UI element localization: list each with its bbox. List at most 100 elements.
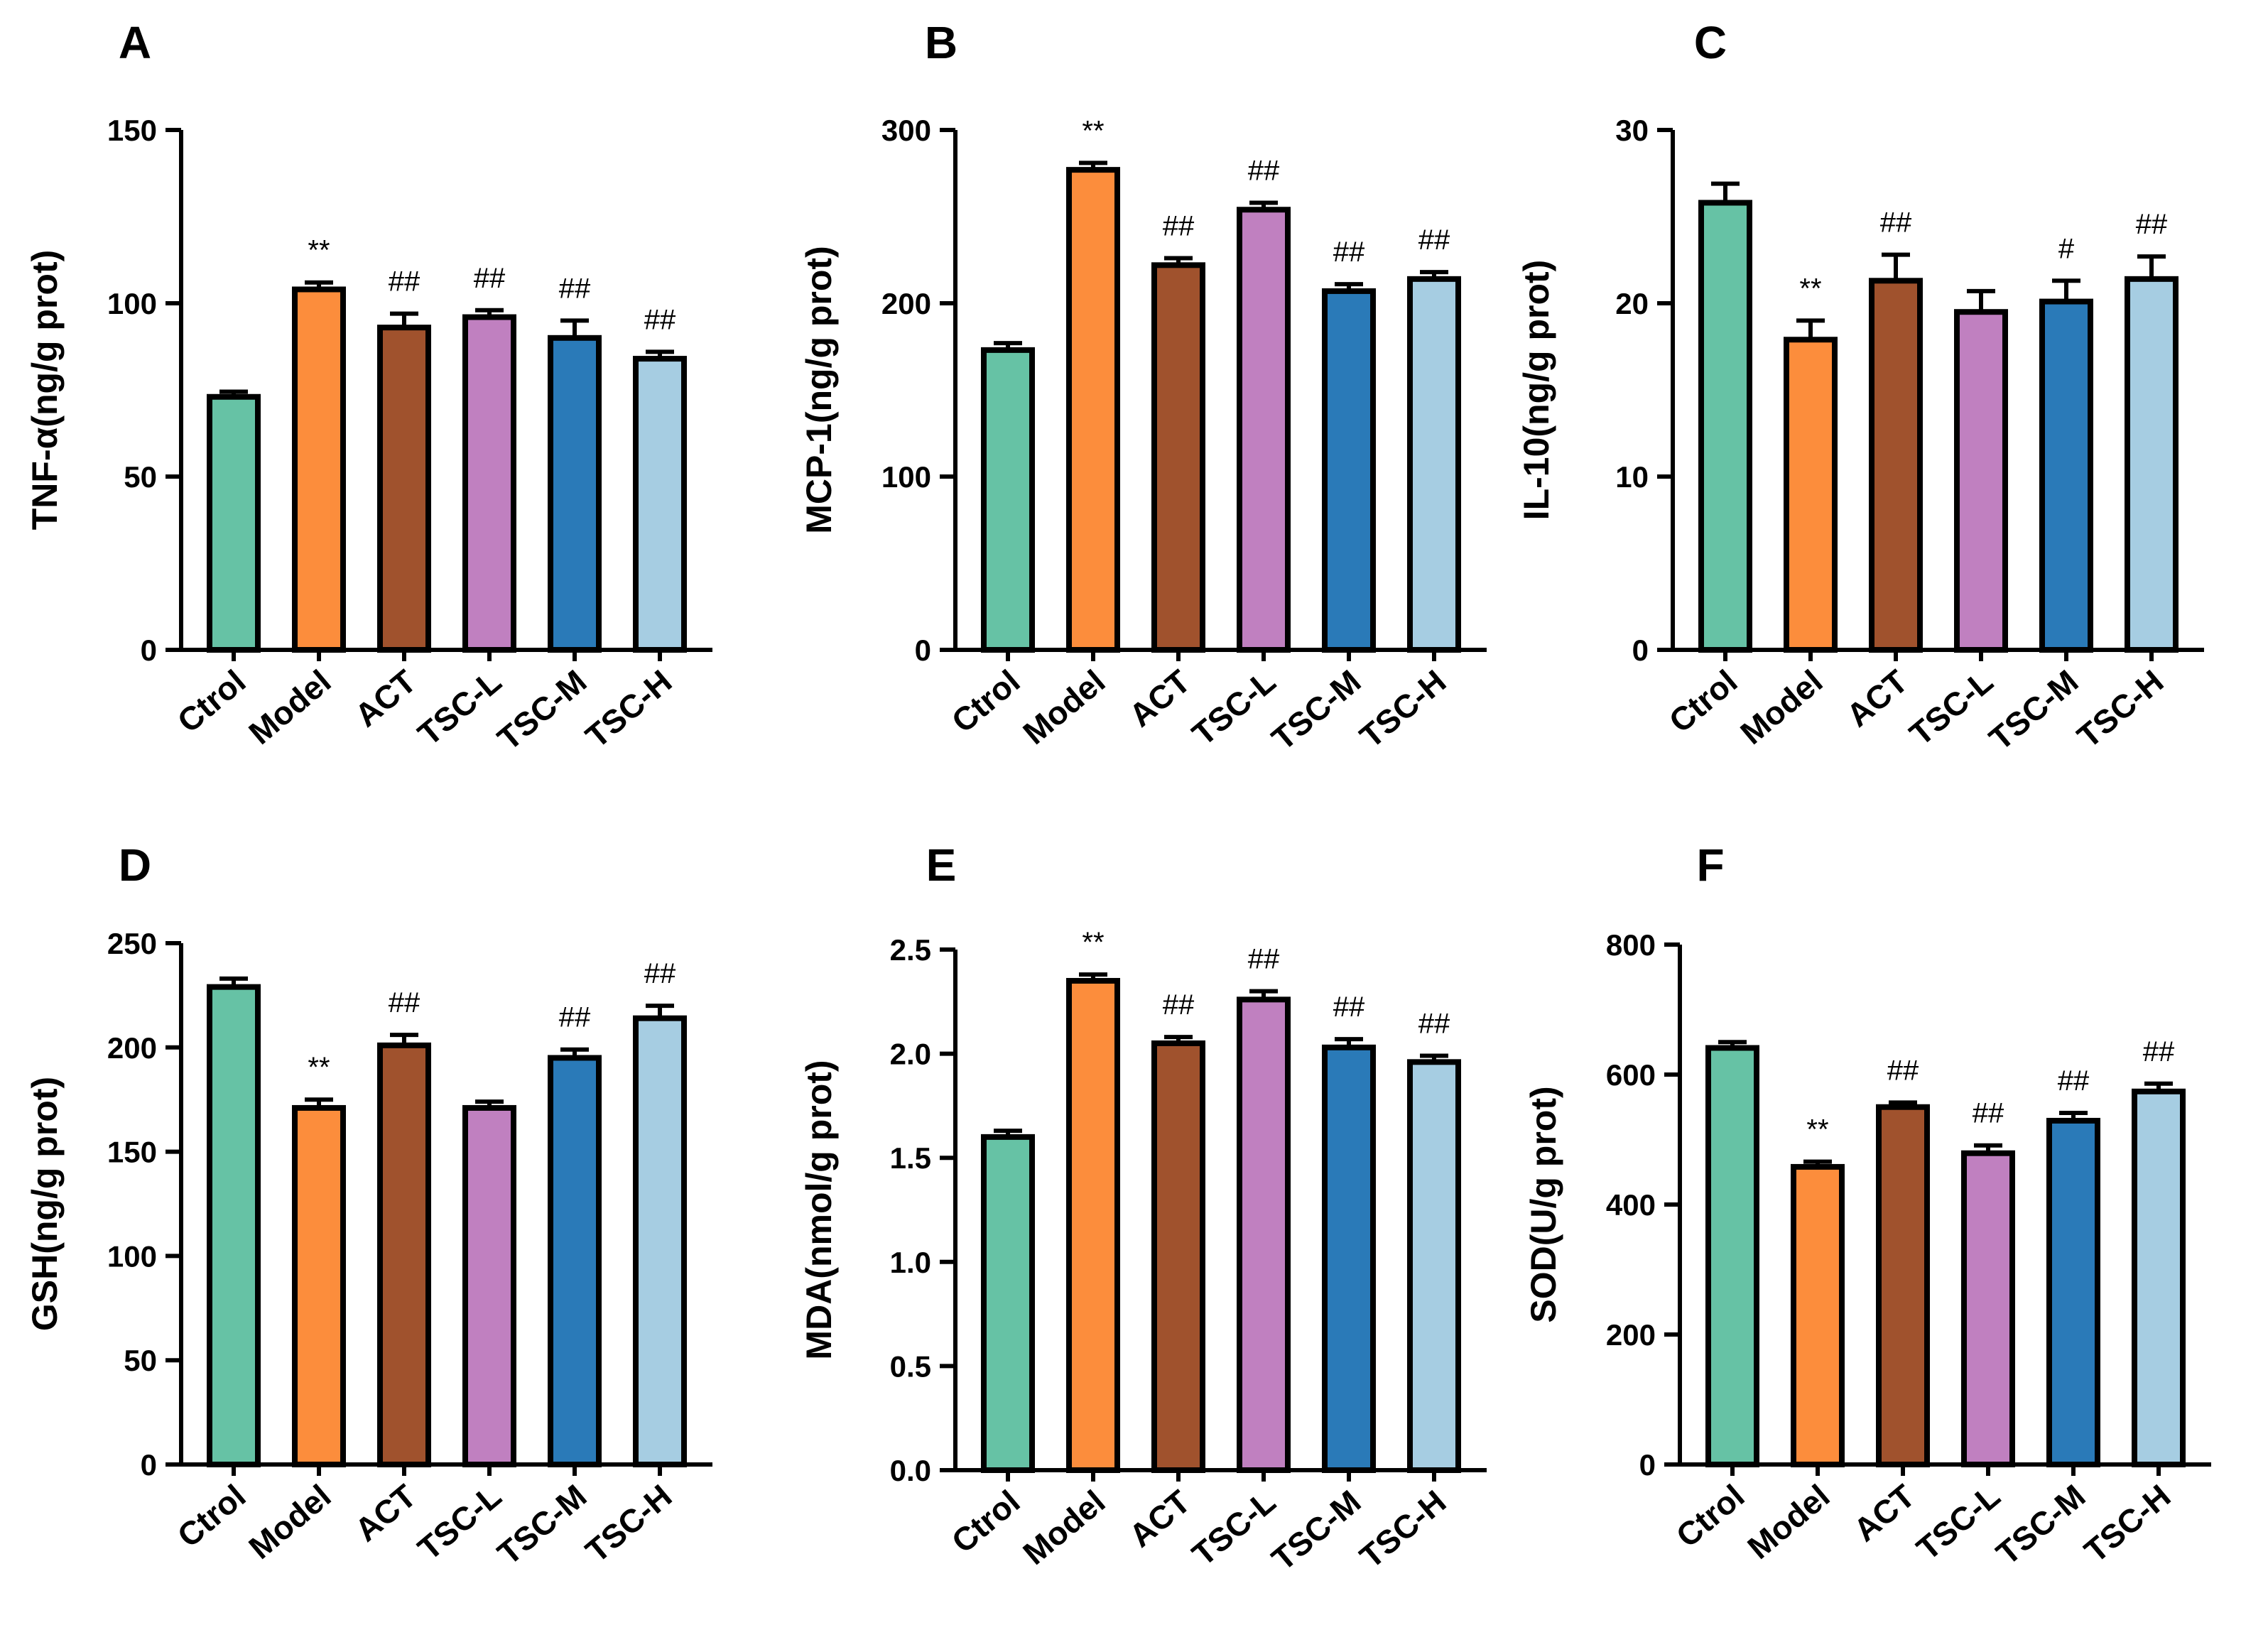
bar-tsc-h — [633, 1015, 687, 1468]
significance-label: ## — [1248, 155, 1280, 186]
y-tick-label: 0 — [915, 634, 931, 667]
bar-model — [1791, 1163, 1845, 1468]
bar-tsc-m — [1322, 1044, 1376, 1473]
error-bar — [475, 308, 504, 317]
significance-label: ## — [474, 263, 506, 294]
x-tick-label: TSC-H — [1352, 1483, 1453, 1575]
y-tick-label: 2.0 — [890, 1038, 931, 1071]
bar-tsc-l — [462, 314, 516, 653]
y-tick-label: 50 — [124, 1344, 157, 1377]
bar-ctrol — [981, 1134, 1035, 1473]
error-bar — [560, 1047, 589, 1058]
y-tick-label: 150 — [107, 114, 157, 147]
error-bar — [475, 1099, 504, 1108]
significance-label: ## — [1418, 224, 1450, 256]
x-tick-label: TSC-M — [1264, 663, 1367, 757]
bar-model — [292, 1104, 346, 1467]
y-tick-label: 200 — [107, 1031, 157, 1065]
bar-tsc-h — [2132, 1088, 2186, 1468]
error-bar — [1249, 989, 1278, 1000]
y-tick-label: 0 — [141, 634, 157, 667]
y-tick-label: 20 — [1615, 287, 1649, 320]
x-tick-label: TSC-H — [578, 663, 678, 755]
x-tick-label: TSC-L — [1909, 1477, 2007, 1567]
significance-label: ** — [1082, 927, 1104, 958]
y-tick-label: 0 — [141, 1448, 157, 1482]
chart-panel-e: ECtrol**Model##ACT##TSC-L##TSC-M##TSC-H0… — [799, 839, 1487, 1577]
error-bar — [1889, 1100, 1917, 1107]
x-tick-label: Model — [1016, 1483, 1112, 1572]
bar-ctrol — [981, 347, 1035, 653]
error-bar — [2144, 1081, 2173, 1092]
bar-act — [1151, 262, 1205, 653]
x-tick-label: Model — [242, 1477, 337, 1566]
axes — [953, 950, 1487, 1472]
panel-letter: F — [1696, 839, 1724, 891]
axes — [1678, 945, 2211, 1467]
error-bar — [560, 318, 589, 338]
significance-label: ## — [644, 304, 676, 335]
error-bar — [646, 349, 674, 359]
panel-letter: C — [1694, 17, 1727, 68]
x-tick-label: TSC-M — [1264, 1483, 1367, 1577]
error-bar — [1974, 1143, 2002, 1153]
chart-panel-b: BCtrol**Model##ACT##TSC-L##TSC-M##TSC-H0… — [799, 17, 1487, 757]
significance-label: ## — [1163, 989, 1195, 1021]
x-tick-label: Model — [1733, 663, 1829, 751]
y-tick-label: 1.0 — [890, 1246, 931, 1279]
significance-label: ** — [1082, 115, 1104, 146]
bar-ctrol — [1698, 200, 1752, 653]
error-bar — [994, 1129, 1022, 1137]
x-tick-label: Model — [242, 663, 337, 751]
bar-tsc-m — [548, 335, 602, 653]
axes — [953, 130, 1487, 652]
error-bar — [305, 1097, 333, 1108]
bar-tsc-l — [1954, 309, 2008, 653]
x-tick-label: TSC-H — [2070, 663, 2170, 755]
significance-label: ## — [644, 958, 676, 989]
chart-panel-f: FCtrol**Model##ACT##TSC-L##TSC-M##TSC-H0… — [1524, 839, 2211, 1572]
error-bar — [390, 311, 418, 328]
x-tick-label: Model — [1016, 663, 1112, 751]
error-bar — [1711, 181, 1740, 203]
x-tick-label: Ctrol — [945, 663, 1027, 740]
axes — [1671, 130, 2204, 652]
y-tick-label: 0.5 — [890, 1349, 931, 1383]
bar-model — [1784, 337, 1838, 653]
y-tick-label: 400 — [1606, 1188, 1656, 1222]
x-tick-label: TSC-L — [1185, 663, 1282, 753]
y-axis-label: MCP-1(ng/g prot) — [799, 246, 839, 533]
y-tick-label: 100 — [107, 1239, 157, 1273]
error-bar — [1803, 1159, 1832, 1167]
error-bar — [1079, 972, 1107, 981]
y-axis-label: GSH(ng/g prot) — [25, 1077, 65, 1331]
error-bar — [1164, 256, 1193, 266]
bar-tsc-l — [462, 1104, 516, 1467]
x-tick-label: TSC-H — [2077, 1477, 2177, 1570]
y-tick-label: 0.0 — [890, 1454, 931, 1487]
significance-label: ** — [1806, 1114, 1828, 1146]
error-bar — [1420, 270, 1448, 279]
error-bar — [1882, 252, 1910, 281]
bar-tsc-h — [633, 356, 687, 653]
error-bar — [1249, 200, 1278, 210]
bar-tsc-m — [548, 1055, 602, 1467]
significance-label: ## — [1248, 944, 1280, 975]
significance-label: ## — [1333, 991, 1365, 1023]
x-tick-label: TSC-M — [1982, 663, 2085, 757]
panel-letter: A — [119, 17, 151, 68]
y-tick-label: 100 — [107, 287, 157, 320]
y-tick-label: 0 — [1639, 1448, 1656, 1482]
error-bar — [2059, 1110, 2088, 1121]
significance-label: ## — [1333, 237, 1365, 268]
y-tick-label: 200 — [1606, 1318, 1656, 1352]
significance-label: ** — [308, 1052, 330, 1083]
significance-label: ## — [1163, 211, 1195, 242]
significance-label: ## — [2143, 1036, 2175, 1067]
bar-model — [1066, 167, 1120, 653]
y-tick-label: 600 — [1606, 1058, 1656, 1092]
y-tick-label: 250 — [107, 927, 157, 960]
x-tick-label: TSC-H — [578, 1477, 678, 1570]
error-bar — [1718, 1040, 1747, 1048]
y-axis-label: TNF-α(ng/g prot) — [25, 250, 65, 530]
